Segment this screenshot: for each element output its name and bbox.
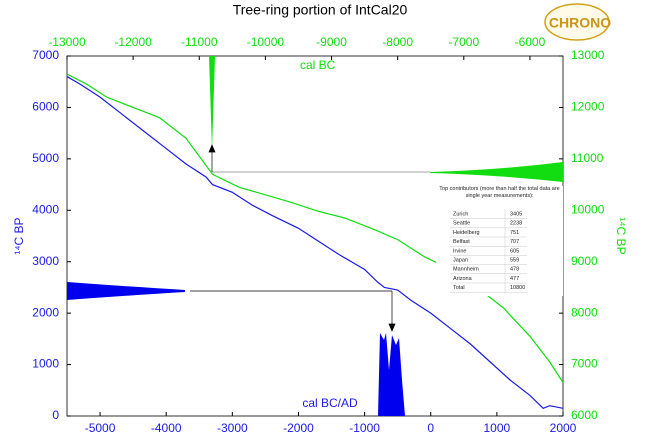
y2-tick-label: 13000	[571, 48, 605, 62]
y-tick-label: 7000	[32, 48, 59, 62]
y-tick-label: 6000	[32, 100, 59, 114]
annotation: cal BC/AD	[302, 396, 358, 410]
table-caption-box: Top contributors (more than half the tot…	[439, 186, 560, 199]
table-cell: Belfast	[453, 239, 470, 245]
green-distribution-y	[430, 162, 563, 182]
x2-tick-label: -7000	[448, 35, 479, 49]
y2-tick-label: 8000	[571, 305, 598, 319]
x2-tick-label: -8000	[382, 35, 413, 49]
x2-tick-label: -9000	[316, 35, 347, 49]
x-tick-label: -3000	[217, 421, 248, 435]
x-tick-label: 2000	[550, 421, 577, 435]
table-cell: Total	[453, 285, 465, 291]
table-cell: 751	[510, 230, 519, 236]
x2-tick-label: -6000	[515, 35, 546, 49]
chart-title: Tree-ring portion of IntCal20	[233, 2, 408, 18]
y-axis-label: ¹⁴C BP	[12, 217, 26, 254]
contributors-table: Top contributors (more than half the tot…	[436, 186, 563, 296]
series-line	[66, 73, 564, 383]
table-cell: Seattle	[453, 221, 470, 227]
y2-axis-label: ¹⁴C BP	[614, 217, 628, 254]
y-tick-label: 2000	[32, 305, 59, 319]
y-tick-label: 3000	[32, 254, 59, 268]
y-tick-label: 5000	[32, 151, 59, 165]
x-tick-label: -5000	[85, 421, 116, 435]
blue-distribution-y	[67, 282, 185, 300]
y2-tick-label: 10000	[571, 202, 605, 216]
x2-tick-label: -10000	[247, 35, 285, 49]
green-distribution-x	[209, 56, 215, 150]
logo: CHRONO	[544, 3, 611, 41]
x-tick-label: 1000	[484, 421, 511, 435]
y2-tick-label: 6000	[571, 408, 598, 422]
logo-badge	[544, 3, 610, 41]
blue-distribution-x	[378, 333, 405, 416]
y2-tick-label: 12000	[571, 100, 605, 114]
table-cell: Japan	[453, 257, 468, 263]
y2-tick-label: 11000	[571, 151, 604, 165]
x-tick-label: 0	[427, 421, 434, 435]
arrow-head	[208, 144, 216, 153]
x2-tick-label: -11000	[181, 35, 218, 49]
table-cell: 3405	[510, 211, 522, 217]
table-cell: Arizona	[453, 276, 473, 282]
y2-tick-label: 7000	[571, 357, 598, 371]
table-cell: Mannheim	[453, 267, 479, 273]
arrows	[190, 144, 430, 332]
y-tick-label: 0	[52, 408, 59, 422]
table-background	[436, 186, 563, 296]
series-line	[66, 76, 564, 409]
table-cell: 10800	[510, 285, 525, 291]
table-cell: Heidelberg	[453, 230, 480, 236]
arrow-head	[388, 323, 396, 332]
table-cell: 605	[510, 248, 519, 254]
y2-tick-label: 9000	[571, 254, 598, 268]
table-cell: 2238	[510, 221, 522, 227]
annotation: cal BC	[300, 58, 336, 72]
y-tick-label: 1000	[32, 357, 59, 371]
table-caption: Top contributors (more than half the tot…	[439, 186, 560, 199]
y-tick-label: 4000	[32, 202, 59, 216]
x-tick-label: -2000	[283, 421, 314, 435]
x2-tick-label: -13000	[48, 35, 86, 49]
table-cell: 477	[510, 276, 519, 282]
table-cell: Irvine	[453, 248, 466, 254]
table-cell: Zurich	[453, 211, 468, 217]
x-tick-label: -4000	[151, 421, 182, 435]
logo-text: CHRONO	[549, 15, 611, 31]
x2-tick-label: -12000	[114, 35, 152, 49]
table-cell: 707	[510, 239, 519, 245]
table-cell: 478	[510, 267, 519, 273]
x-tick-label: -1000	[349, 421, 380, 435]
table-cell: 559	[510, 257, 519, 263]
